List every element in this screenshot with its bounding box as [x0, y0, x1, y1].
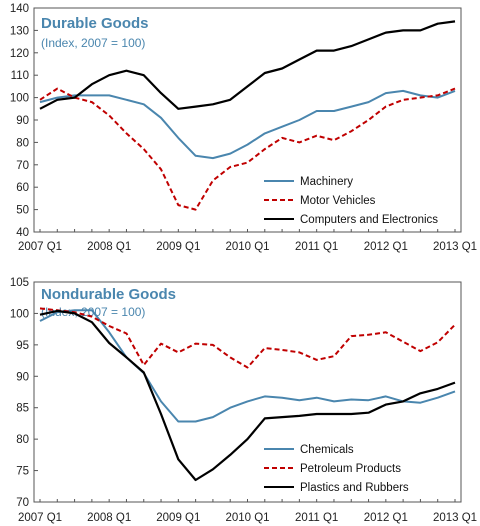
x-tick-label: 2009 Q1: [156, 241, 200, 253]
y-tick-label: 70: [16, 497, 29, 509]
x-tick-label: 2009 Q1: [156, 512, 200, 524]
series-line-motor-vehicles: [39, 87, 456, 211]
series-line-machinery: [39, 89, 456, 160]
nondurable-goods-chart: 70 75 80 85 90 95 100 105 2007 Q1 2008 Q1 2009 Q1 2…: [10, 277, 477, 524]
chart-title: Durable Goods: [41, 15, 149, 32]
legend-label: Plastics and Rubbers: [300, 482, 409, 494]
y-tick-label: 140: [10, 3, 29, 15]
y-tick-label: 85: [16, 403, 29, 415]
x-tick-label: 2010 Q1: [225, 512, 269, 524]
series-line-plastics-and-rubbers: [39, 309, 456, 482]
y-tick-label: 100: [10, 308, 29, 320]
y-tick-label: 70: [16, 160, 29, 172]
x-tick-label: 2012 Q1: [364, 512, 408, 524]
chart-title: Nondurable Goods: [41, 286, 176, 303]
y-tick-label: 80: [16, 434, 29, 446]
x-tick-label: 2011 Q1: [295, 512, 338, 524]
chart-subtitle: (Index, 2007 = 100): [41, 36, 145, 50]
y-tick-label: 50: [16, 205, 29, 217]
legend-label: Computers and Electronics: [300, 214, 438, 226]
x-tick-label: 2011 Q1: [295, 241, 338, 253]
y-tick-label: 95: [16, 340, 29, 352]
y-tick-label: 90: [16, 371, 29, 383]
y-tick-label: 40: [16, 227, 29, 239]
x-tick-label: 2013 Q1: [433, 512, 477, 524]
y-tick-label: 60: [16, 182, 29, 194]
series-line-chemicals: [39, 309, 456, 423]
y-tick-label: 100: [10, 93, 29, 105]
x-tick-label: 2007 Q1: [18, 512, 62, 524]
legend-label: Machinery: [300, 176, 353, 188]
y-tick-label: 90: [16, 115, 29, 127]
y-tick-label: 110: [11, 70, 29, 82]
x-tick-label: 2007 Q1: [18, 241, 62, 253]
y-tick-label: 105: [10, 277, 29, 289]
y-tick-label: 130: [10, 25, 29, 37]
x-tick-label: 2008 Q1: [87, 241, 131, 253]
x-tick-label: 2012 Q1: [364, 241, 408, 253]
y-tick-label: 120: [10, 48, 29, 60]
legend-label: Motor Vehicles: [300, 195, 376, 207]
durable-goods-chart: 40 50 60 70 80 90 100 110 120 130 140 2007 Q1 2008 Q…: [10, 3, 477, 253]
y-tick-label: 75: [16, 466, 29, 478]
x-tick-label: 2010 Q1: [225, 241, 269, 253]
series-line-computers-and-electronics: [39, 20, 456, 110]
x-tick-label: 2013 Q1: [433, 241, 477, 253]
legend-label: Chemicals: [300, 444, 354, 456]
series-line-petroleum-products: [39, 307, 456, 369]
y-tick-label: 80: [16, 137, 29, 149]
x-tick-label: 2008 Q1: [87, 512, 131, 524]
legend-label: Petroleum Products: [300, 463, 401, 475]
